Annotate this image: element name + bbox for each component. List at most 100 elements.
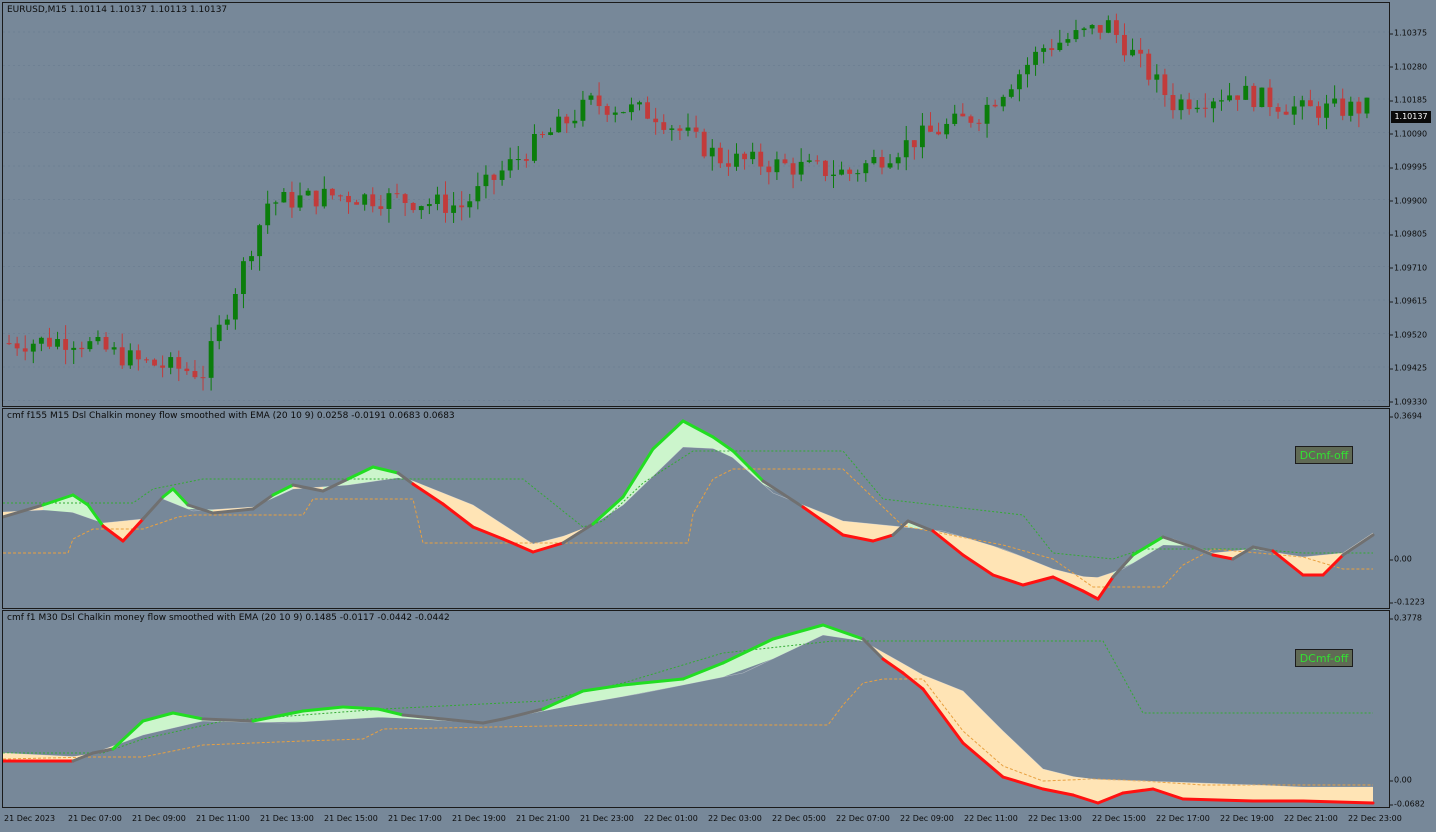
candle-body (63, 339, 69, 350)
candle-body (1178, 99, 1184, 111)
cmf-line-segment (906, 519, 935, 533)
cmf-line-segment (471, 525, 505, 541)
cmf-m15-title: cmf f155 M15 Dsl Chalkin money flow smoo… (7, 411, 455, 421)
candle-body (297, 195, 303, 208)
candle-body (556, 116, 562, 133)
cmf-fill (343, 707, 378, 720)
cmf-fill (373, 467, 398, 482)
x-tick-label: 22 Dec 09:00 (900, 814, 954, 823)
candle-body (1065, 39, 1071, 43)
candle-body (386, 193, 392, 209)
candle-body (677, 128, 683, 131)
candle-body (758, 151, 764, 167)
candle-body (564, 116, 570, 124)
candle-body (645, 102, 651, 119)
y-tick-label: 1.09805 (1389, 229, 1428, 239)
x-tick-label: 22 Dec 15:00 (1092, 814, 1146, 823)
cmf-line-segment (141, 711, 175, 723)
candle-body (1073, 30, 1079, 40)
cmf-fill (533, 536, 563, 552)
cmf-fill (1253, 785, 1303, 801)
y-tick-label: 1.10375 (1389, 28, 1428, 38)
candle-body (1113, 20, 1119, 35)
cmf-line-segment (801, 505, 845, 537)
candle-body (693, 127, 699, 132)
candle-body (960, 113, 966, 117)
x-tick-label: 22 Dec 21:00 (1284, 814, 1338, 823)
candle-body (281, 192, 287, 203)
candle-body (709, 147, 715, 157)
cmf-line-segment (1096, 575, 1115, 601)
cmf-line-segment (301, 705, 345, 713)
cmf-m30-indicator-pane[interactable]: cmf f1 M30 Dsl Chalkin money flow smooth… (2, 610, 1390, 808)
y-tick-label: 1.10090 (1389, 129, 1428, 138)
y-tick-label: 0.3694 (1390, 411, 1422, 421)
cmf-line-segment (621, 677, 685, 687)
candle-body (410, 202, 416, 211)
cmf-line-segment (681, 661, 725, 681)
cmf-m15-indicator-pane[interactable]: cmf f155 M15 Dsl Chalkin money flow smoo… (2, 408, 1390, 609)
x-tick-label: 22 Dec 13:00 (1028, 814, 1082, 823)
cmf-line-segment (1131, 535, 1165, 557)
dcmf-off-button[interactable]: DCmf-off (1295, 446, 1353, 464)
cmf-line-segment (1151, 787, 1185, 801)
cmf-line-segment (1161, 535, 1195, 549)
candle-body (459, 205, 465, 208)
cmf-m30-title: cmf f1 M30 Dsl Chalkin money flow smooth… (7, 613, 450, 623)
candle-body (911, 140, 917, 148)
y-tick-label: 1.10280 (1389, 62, 1428, 71)
cmf-line-segment (961, 553, 995, 577)
candle-body (208, 341, 214, 378)
candle-body (919, 125, 925, 148)
candle-body (903, 140, 909, 158)
candle-body (1081, 28, 1087, 31)
cmf-lower-level-line (3, 468, 1373, 588)
candle-body (394, 193, 400, 195)
price-chart-pane[interactable]: EURUSD,M15 1.10114 1.10137 1.10113 1.101… (2, 2, 1390, 407)
cmf-line-segment (376, 707, 405, 717)
candle-body (483, 174, 489, 187)
cmf-fill (623, 679, 683, 697)
candle-body (952, 113, 958, 124)
candle-body (30, 343, 36, 352)
cmf-line-segment (731, 449, 765, 483)
candle-body (774, 159, 780, 173)
candle-body (1299, 100, 1305, 107)
candle-body (1057, 42, 1063, 51)
candle-body (184, 368, 190, 372)
candle-body (806, 160, 812, 162)
candle-body (790, 163, 796, 175)
candle-body (273, 202, 279, 204)
cmf-upper-level-line (3, 450, 1373, 560)
cmf-fill (173, 713, 203, 728)
cmf-fill (683, 421, 713, 449)
x-tick-label: 22 Dec 23:00 (1348, 814, 1402, 823)
candle-body (38, 337, 44, 344)
cmf-line-segment (861, 637, 885, 661)
cmf-line-segment (1231, 545, 1255, 561)
y-tick-label: 1.10185 (1389, 95, 1428, 105)
candle-body (750, 151, 756, 160)
candle-body (200, 377, 206, 379)
x-tick-label: 21 Dec 23:00 (580, 814, 634, 823)
dcmf-off-button-2[interactable]: DCmf-off (1295, 649, 1353, 667)
candle-body (87, 341, 93, 350)
cmf-line-segment (211, 507, 255, 515)
y-tick-label: 0.00 (1390, 554, 1412, 564)
candle-body (103, 336, 109, 350)
candle-body (176, 357, 182, 369)
x-tick-label: 21 Dec 2023 (4, 814, 56, 823)
candle-body (1251, 85, 1257, 108)
cmf-line-segment (1071, 793, 1100, 805)
candle-body (435, 194, 440, 204)
x-tick-label: 21 Dec 17:00 (388, 814, 442, 823)
candle-body (338, 195, 343, 197)
cmf-m15-chart (3, 419, 1375, 601)
candle-body (1008, 89, 1014, 97)
cmf-line-segment (141, 495, 165, 521)
candle-body (1227, 95, 1232, 101)
cmf-fill (1053, 569, 1083, 591)
time-axis: 21 Dec 2023 21 Dec 07:00 21 Dec 09:00 21 De… (0, 808, 1436, 832)
cmf-upper-level-line (3, 640, 1373, 754)
cmf-fill (1133, 537, 1163, 563)
